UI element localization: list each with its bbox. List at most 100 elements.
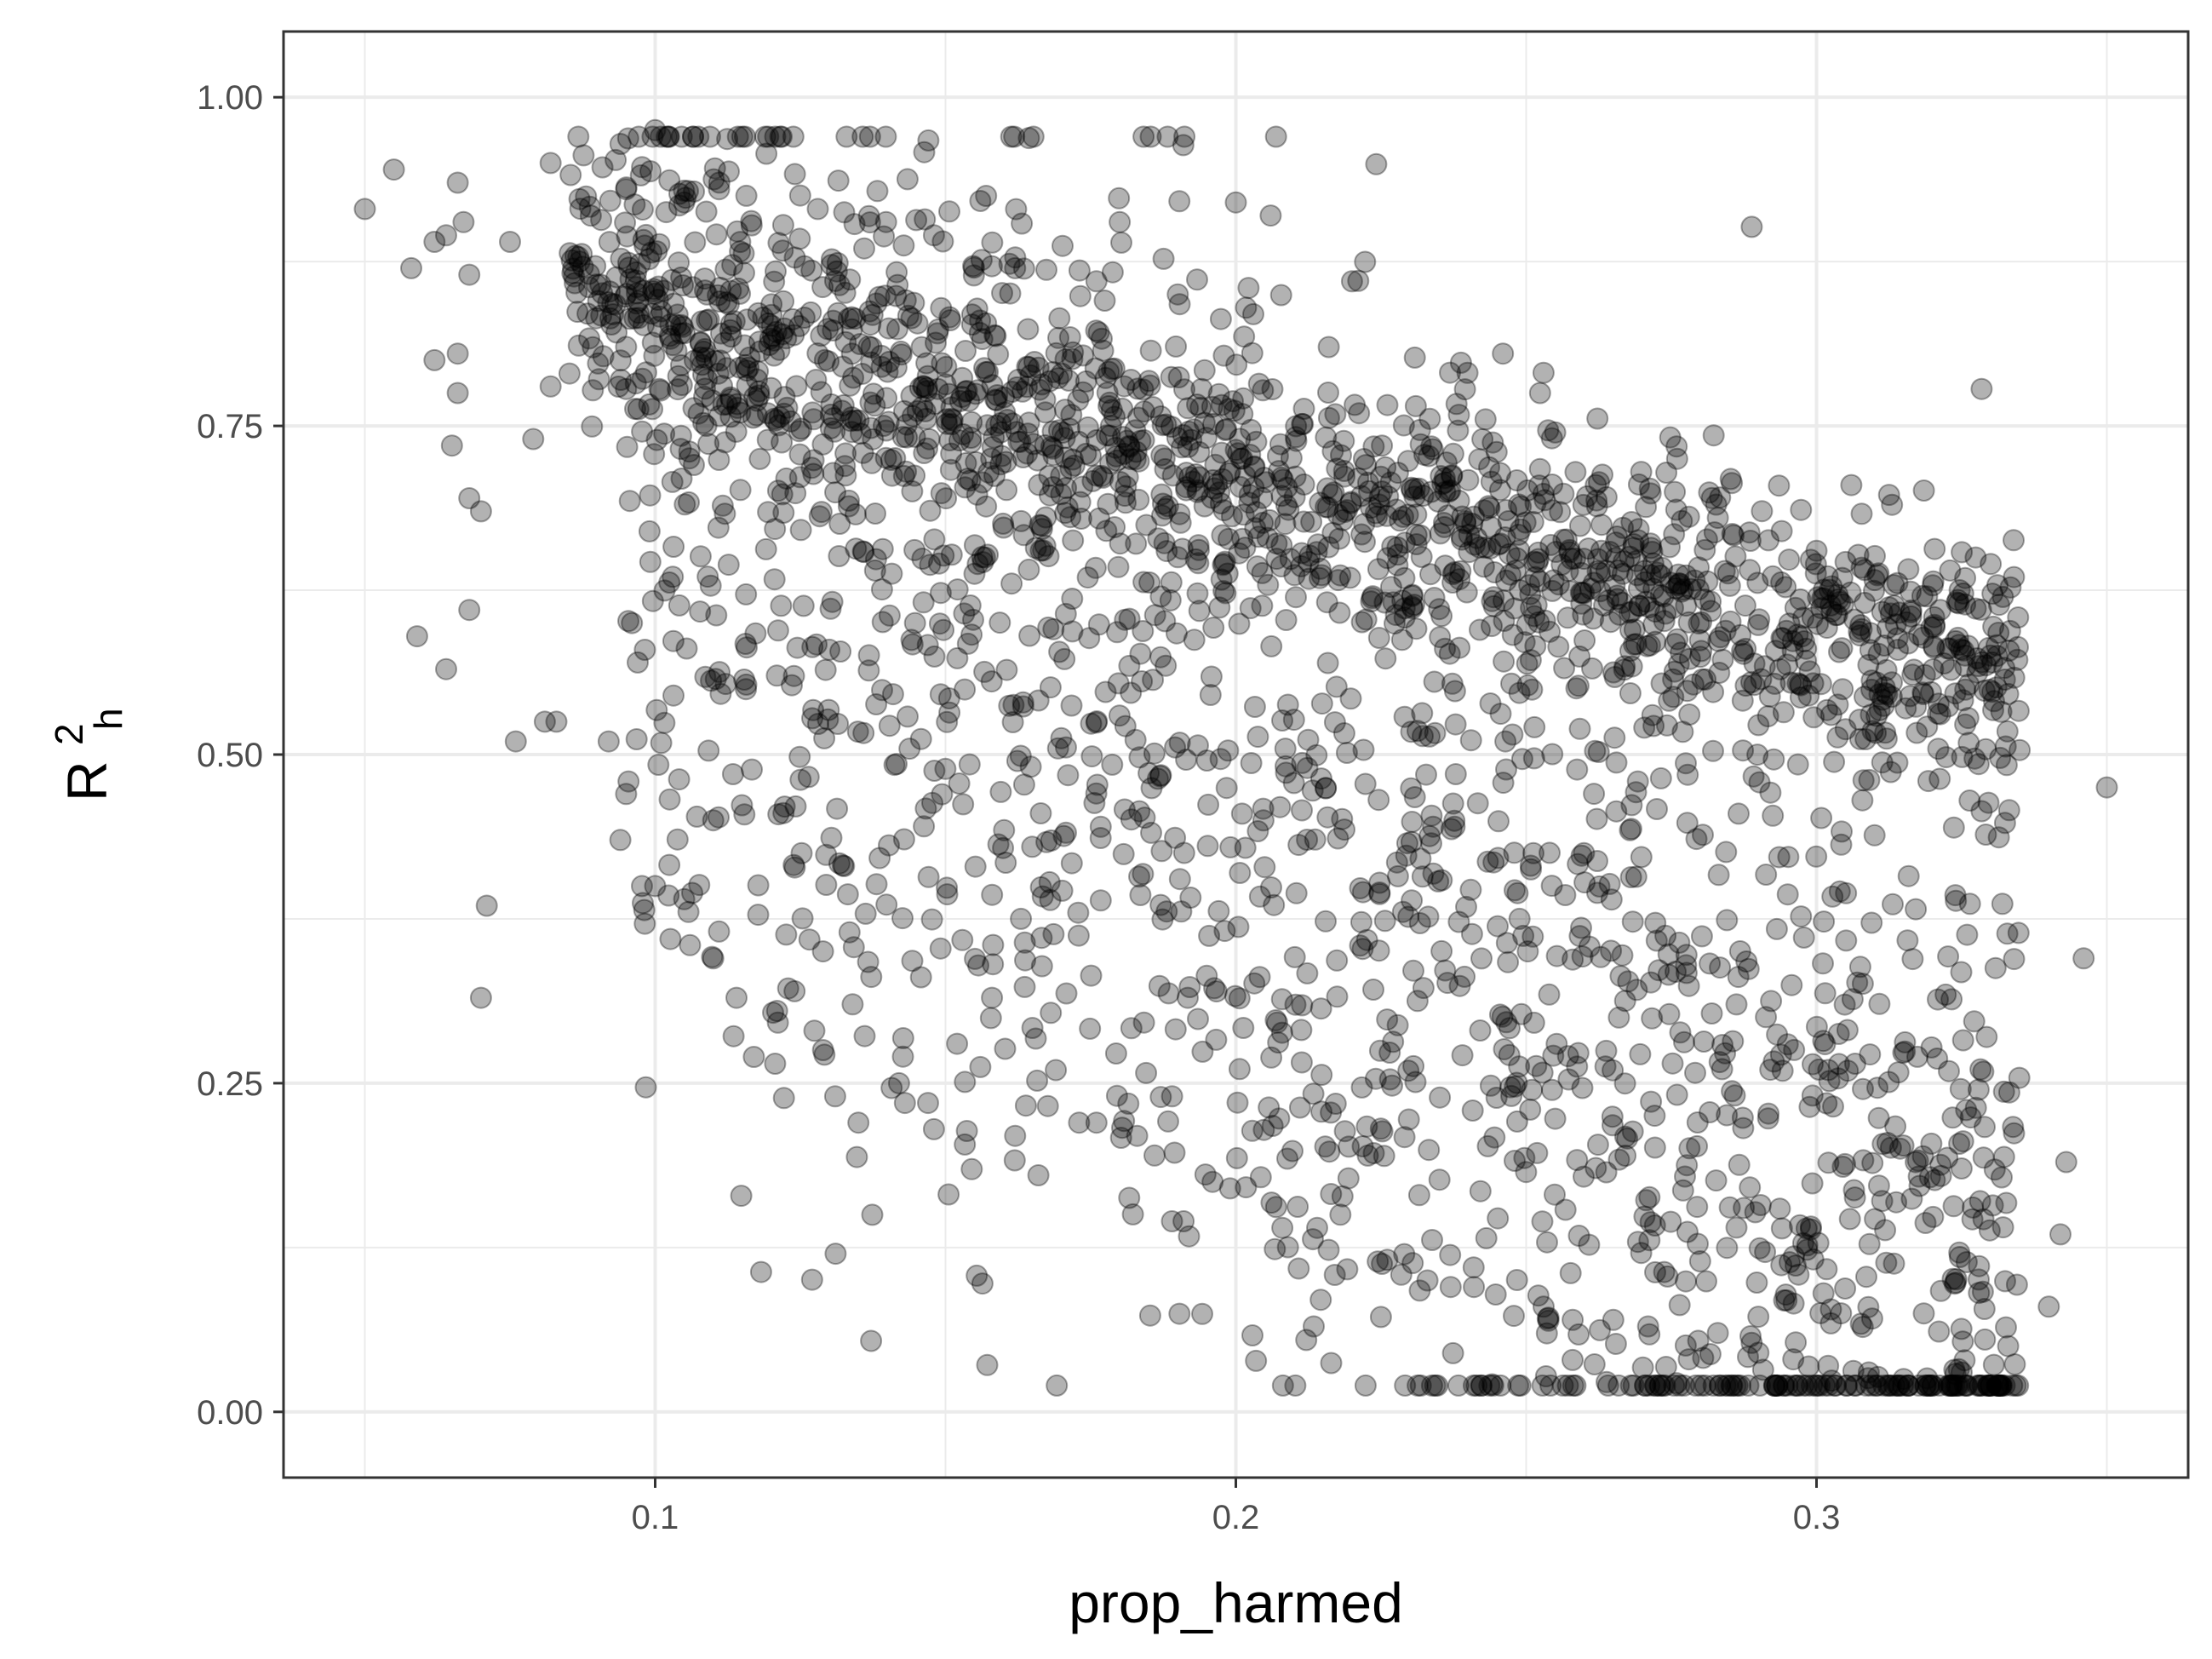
data-point xyxy=(561,261,584,284)
data-point xyxy=(1265,532,1288,555)
data-point xyxy=(940,442,963,465)
data-point xyxy=(1861,1151,1884,1174)
data-point xyxy=(1132,571,1155,594)
data-point xyxy=(1112,442,1135,465)
data-point xyxy=(1585,474,1607,497)
data-point xyxy=(1242,302,1264,325)
data-point xyxy=(1197,793,1220,816)
data-point xyxy=(1923,606,1946,629)
data-point xyxy=(932,544,955,567)
data-point xyxy=(1850,556,1873,579)
data-point xyxy=(1067,924,1090,947)
data-point xyxy=(1149,405,1172,428)
data-point xyxy=(1815,1092,1838,1115)
data-point xyxy=(966,297,989,320)
data-point xyxy=(966,483,989,506)
data-point xyxy=(1218,460,1241,483)
data-point xyxy=(1684,1061,1706,1084)
data-point xyxy=(891,1045,914,1068)
data-point xyxy=(1407,1184,1430,1207)
data-point xyxy=(1815,1258,1838,1281)
data-point xyxy=(1132,863,1155,886)
y-tick-label: 0.75 xyxy=(197,408,263,445)
data-point xyxy=(736,308,759,331)
y-axis-title-subscript: h xyxy=(86,708,130,730)
data-point xyxy=(748,380,771,403)
data-point xyxy=(1585,495,1608,518)
data-point xyxy=(1817,1059,1840,1082)
data-point xyxy=(625,261,648,284)
data-point xyxy=(1023,351,1046,373)
data-point xyxy=(1103,405,1126,428)
data-point xyxy=(575,185,598,208)
data-point xyxy=(1177,986,1199,1009)
y-tick-label: 0.50 xyxy=(197,737,263,774)
data-point xyxy=(1527,474,1550,497)
data-point xyxy=(1566,758,1589,781)
data-point xyxy=(1069,508,1092,530)
data-point xyxy=(1585,807,1608,830)
data-point xyxy=(1482,594,1505,617)
data-point xyxy=(1564,461,1587,484)
data-point xyxy=(1499,542,1521,565)
data-point xyxy=(708,178,731,201)
data-point xyxy=(906,399,929,422)
data-point xyxy=(1355,454,1378,477)
data-point xyxy=(458,599,481,622)
data-point xyxy=(1026,449,1049,472)
data-point xyxy=(1199,684,1222,706)
data-point xyxy=(1208,481,1230,504)
data-point xyxy=(1366,505,1389,528)
data-point xyxy=(1118,607,1141,630)
data-point xyxy=(1867,1174,1890,1197)
data-point xyxy=(834,464,857,487)
data-point xyxy=(1986,574,2009,597)
data-point xyxy=(862,428,885,451)
data-point xyxy=(577,262,600,285)
data-point xyxy=(671,315,694,338)
data-point xyxy=(1709,1374,1732,1397)
data-point xyxy=(565,281,588,304)
data-point xyxy=(1828,880,1851,903)
data-point xyxy=(1533,489,1556,512)
data-point xyxy=(733,669,756,691)
data-point xyxy=(969,190,992,212)
data-point xyxy=(935,408,958,431)
data-point xyxy=(983,464,1006,487)
data-point xyxy=(1766,1023,1789,1046)
data-point xyxy=(1168,190,1191,213)
data-point xyxy=(1421,438,1444,461)
data-point xyxy=(1157,1110,1179,1133)
data-point xyxy=(862,382,885,405)
data-point xyxy=(713,431,736,454)
data-point xyxy=(1686,1111,1709,1134)
data-point xyxy=(831,355,854,378)
data-point xyxy=(1482,586,1505,609)
data-point xyxy=(1696,570,1719,593)
data-point xyxy=(771,431,794,454)
data-point xyxy=(1597,589,1620,611)
data-point xyxy=(1112,426,1134,449)
data-point xyxy=(1479,692,1502,715)
data-point xyxy=(1626,770,1649,793)
data-point xyxy=(960,623,983,646)
data-point xyxy=(840,318,863,341)
data-point xyxy=(815,874,838,896)
data-point xyxy=(1516,613,1539,636)
data-point xyxy=(1309,1289,1332,1312)
data-point xyxy=(1362,979,1384,1001)
data-point xyxy=(1085,319,1108,342)
data-point xyxy=(1418,725,1441,748)
data-point xyxy=(1871,1190,1894,1213)
data-point xyxy=(1523,550,1546,573)
data-point xyxy=(1815,698,1838,721)
data-point xyxy=(1813,910,1836,933)
data-point xyxy=(1369,1117,1392,1140)
data-point xyxy=(929,683,952,706)
data-point xyxy=(1545,1032,1568,1055)
data-point xyxy=(1386,462,1409,485)
data-point xyxy=(966,1264,989,1287)
data-point xyxy=(853,237,875,260)
data-point xyxy=(857,644,880,667)
data-point xyxy=(878,834,900,857)
